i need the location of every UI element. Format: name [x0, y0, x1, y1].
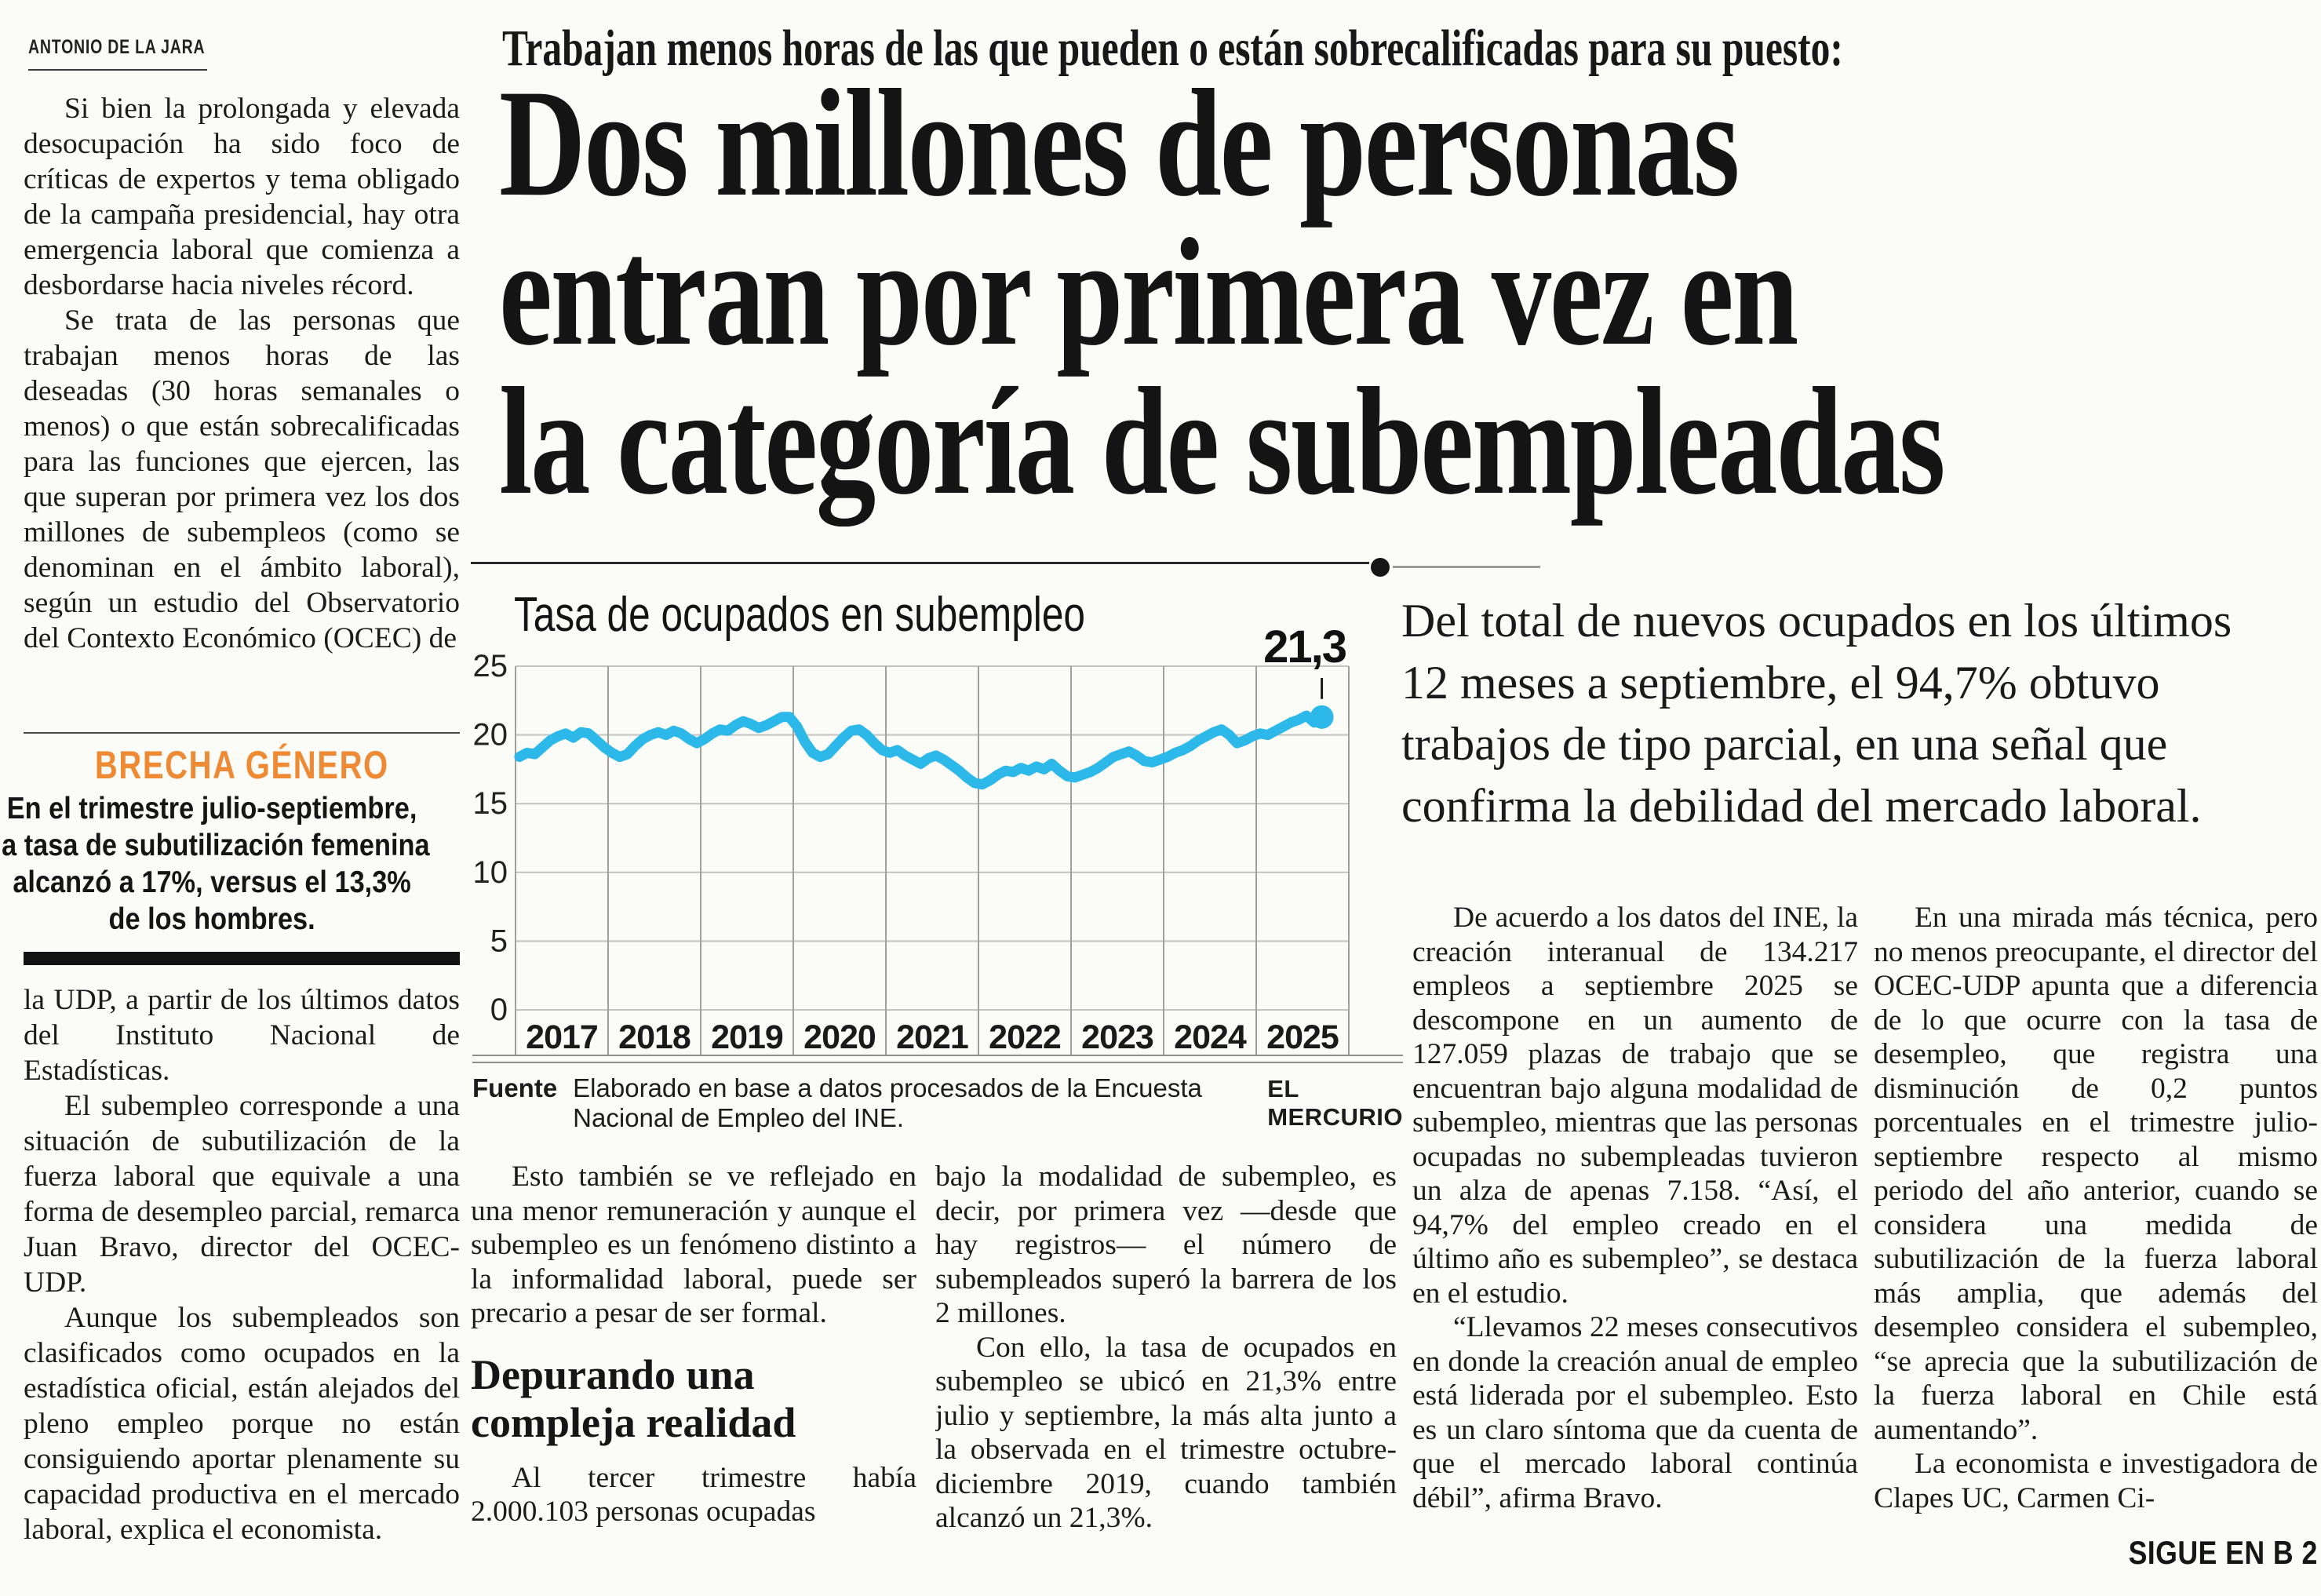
x-axis-year-label: 2024: [1174, 1018, 1247, 1056]
byline-underline: [28, 69, 207, 71]
headline: Dos millones de personas entran por prim…: [499, 58, 2321, 527]
headline-line-3: la categoría de subempleadas: [499, 356, 1945, 527]
y-axis-tick-label: 10: [473, 855, 508, 890]
x-axis-year-label: 2022: [989, 1018, 1061, 1056]
box-top-rule: [24, 732, 460, 734]
y-axis-tick-label: 20: [473, 718, 508, 752]
left-column-bottom: la UDP, a partir de los últimos datos de…: [24, 982, 460, 1594]
left-column-top: Si bien la prolongada y elevada desocupa…: [24, 91, 460, 731]
paragraph: Aunque los subempleados son clasificados…: [24, 1302, 460, 1546]
box-bottom-bar: [24, 952, 460, 965]
source-credit: EL MERCURIO: [1267, 1075, 1403, 1131]
x-axis-year-label: 2020: [803, 1018, 876, 1056]
gender-box-body: En el trimestre julio-septiembre, la tas…: [0, 792, 430, 936]
data-line: [514, 710, 1328, 790]
headline-line-2: entran por primera vez en: [499, 207, 1798, 377]
chart-title: Tasa de ocupados en subempleo: [514, 587, 1228, 643]
y-axis-tick-label: 15: [473, 786, 508, 821]
section-subhead: Depurando una compleja realidad: [471, 1350, 796, 1446]
x-axis-year-label: 2018: [618, 1018, 690, 1056]
last-point-dot: [1310, 705, 1334, 729]
paragraph: De acuerdo a los datos del INE, la creac…: [1412, 902, 1858, 1310]
x-axis-year-label: 2023: [1081, 1018, 1153, 1056]
paragraph: Al tercer trimestre había 2.000.103 pers…: [471, 1461, 916, 1529]
paragraph: Esto también se ve reflejado en una meno…: [471, 1161, 916, 1329]
chart-title-text: Tasa de ocupados en subempleo: [514, 588, 1085, 642]
deck-short-rule: [1393, 566, 1540, 568]
headline-underline-rule: [471, 562, 1369, 564]
paragraph: En una mirada más técnica, pero no menos…: [1874, 902, 2318, 1446]
paragraph: La economista e investigadora de Clapes …: [1874, 1448, 2318, 1514]
chart-source-line: Fuente Elaborado en base a datos procesa…: [472, 1073, 1403, 1133]
headline-line-1: Dos millones de personas: [499, 58, 1740, 228]
annotation-value-label: 21,3: [1263, 621, 1346, 672]
x-axis-year-label: 2021: [896, 1018, 968, 1056]
chart-bottom-double-rule: [472, 1055, 1403, 1063]
deck-text: Del total de nuevos ocupados en los últi…: [1401, 595, 2232, 832]
kicker-text: Trabajan menos horas de las que pueden o…: [502, 20, 1843, 77]
body-column-d: En una mirada más técnica, pero no menos…: [1874, 901, 2318, 1596]
source-label: Fuente: [472, 1073, 558, 1102]
paragraph: Se trata de las personas que trabajan me…: [24, 304, 460, 654]
y-axis-tick-label: 25: [473, 649, 508, 683]
gender-gap-box: BRECHA GÉNERO En el trimestre julio-sept…: [0, 732, 460, 965]
byline: ANTONIO DE LA JARA: [28, 36, 255, 59]
y-axis-tick-label: 0: [490, 993, 508, 1027]
paragraph: bajo la modalidad de subempleo, es decir…: [935, 1161, 1397, 1329]
continuation-notice: SIGUE EN B 2: [2128, 1534, 2318, 1571]
paragraph: “Llevamos 22 meses consecutivos en donde…: [1412, 1311, 1858, 1514]
paragraph: la UDP, a partir de los últimos datos de…: [24, 984, 460, 1087]
source-text: Elaborado en base a datos procesados de …: [573, 1073, 1202, 1132]
body-column-b: bajo la modalidad de subempleo, es decir…: [935, 1160, 1397, 1596]
body-column-c: De acuerdo a los datos del INE, la creac…: [1412, 901, 1858, 1596]
byline-text: ANTONIO DE LA JARA: [28, 36, 206, 58]
paragraph: Si bien la prolongada y elevada desocupa…: [24, 93, 460, 301]
kicker: Trabajan menos horas de las que pueden o…: [502, 19, 2290, 78]
deck-bullet-icon: [1371, 558, 1390, 577]
x-axis-year-label: 2019: [711, 1018, 783, 1056]
gender-box-title: BRECHA GÉNERO: [94, 743, 389, 787]
x-axis-year-label: 2017: [526, 1018, 598, 1056]
paragraph: El subempleo corresponde a una situación…: [24, 1090, 460, 1299]
x-axis-year-label: 2025: [1266, 1018, 1339, 1056]
paragraph: Con ello, la tasa de ocupados en subempl…: [935, 1331, 1397, 1535]
y-axis-tick-label: 5: [490, 924, 508, 958]
body-column-a: Esto también se ve reflejado en una meno…: [471, 1160, 916, 1596]
